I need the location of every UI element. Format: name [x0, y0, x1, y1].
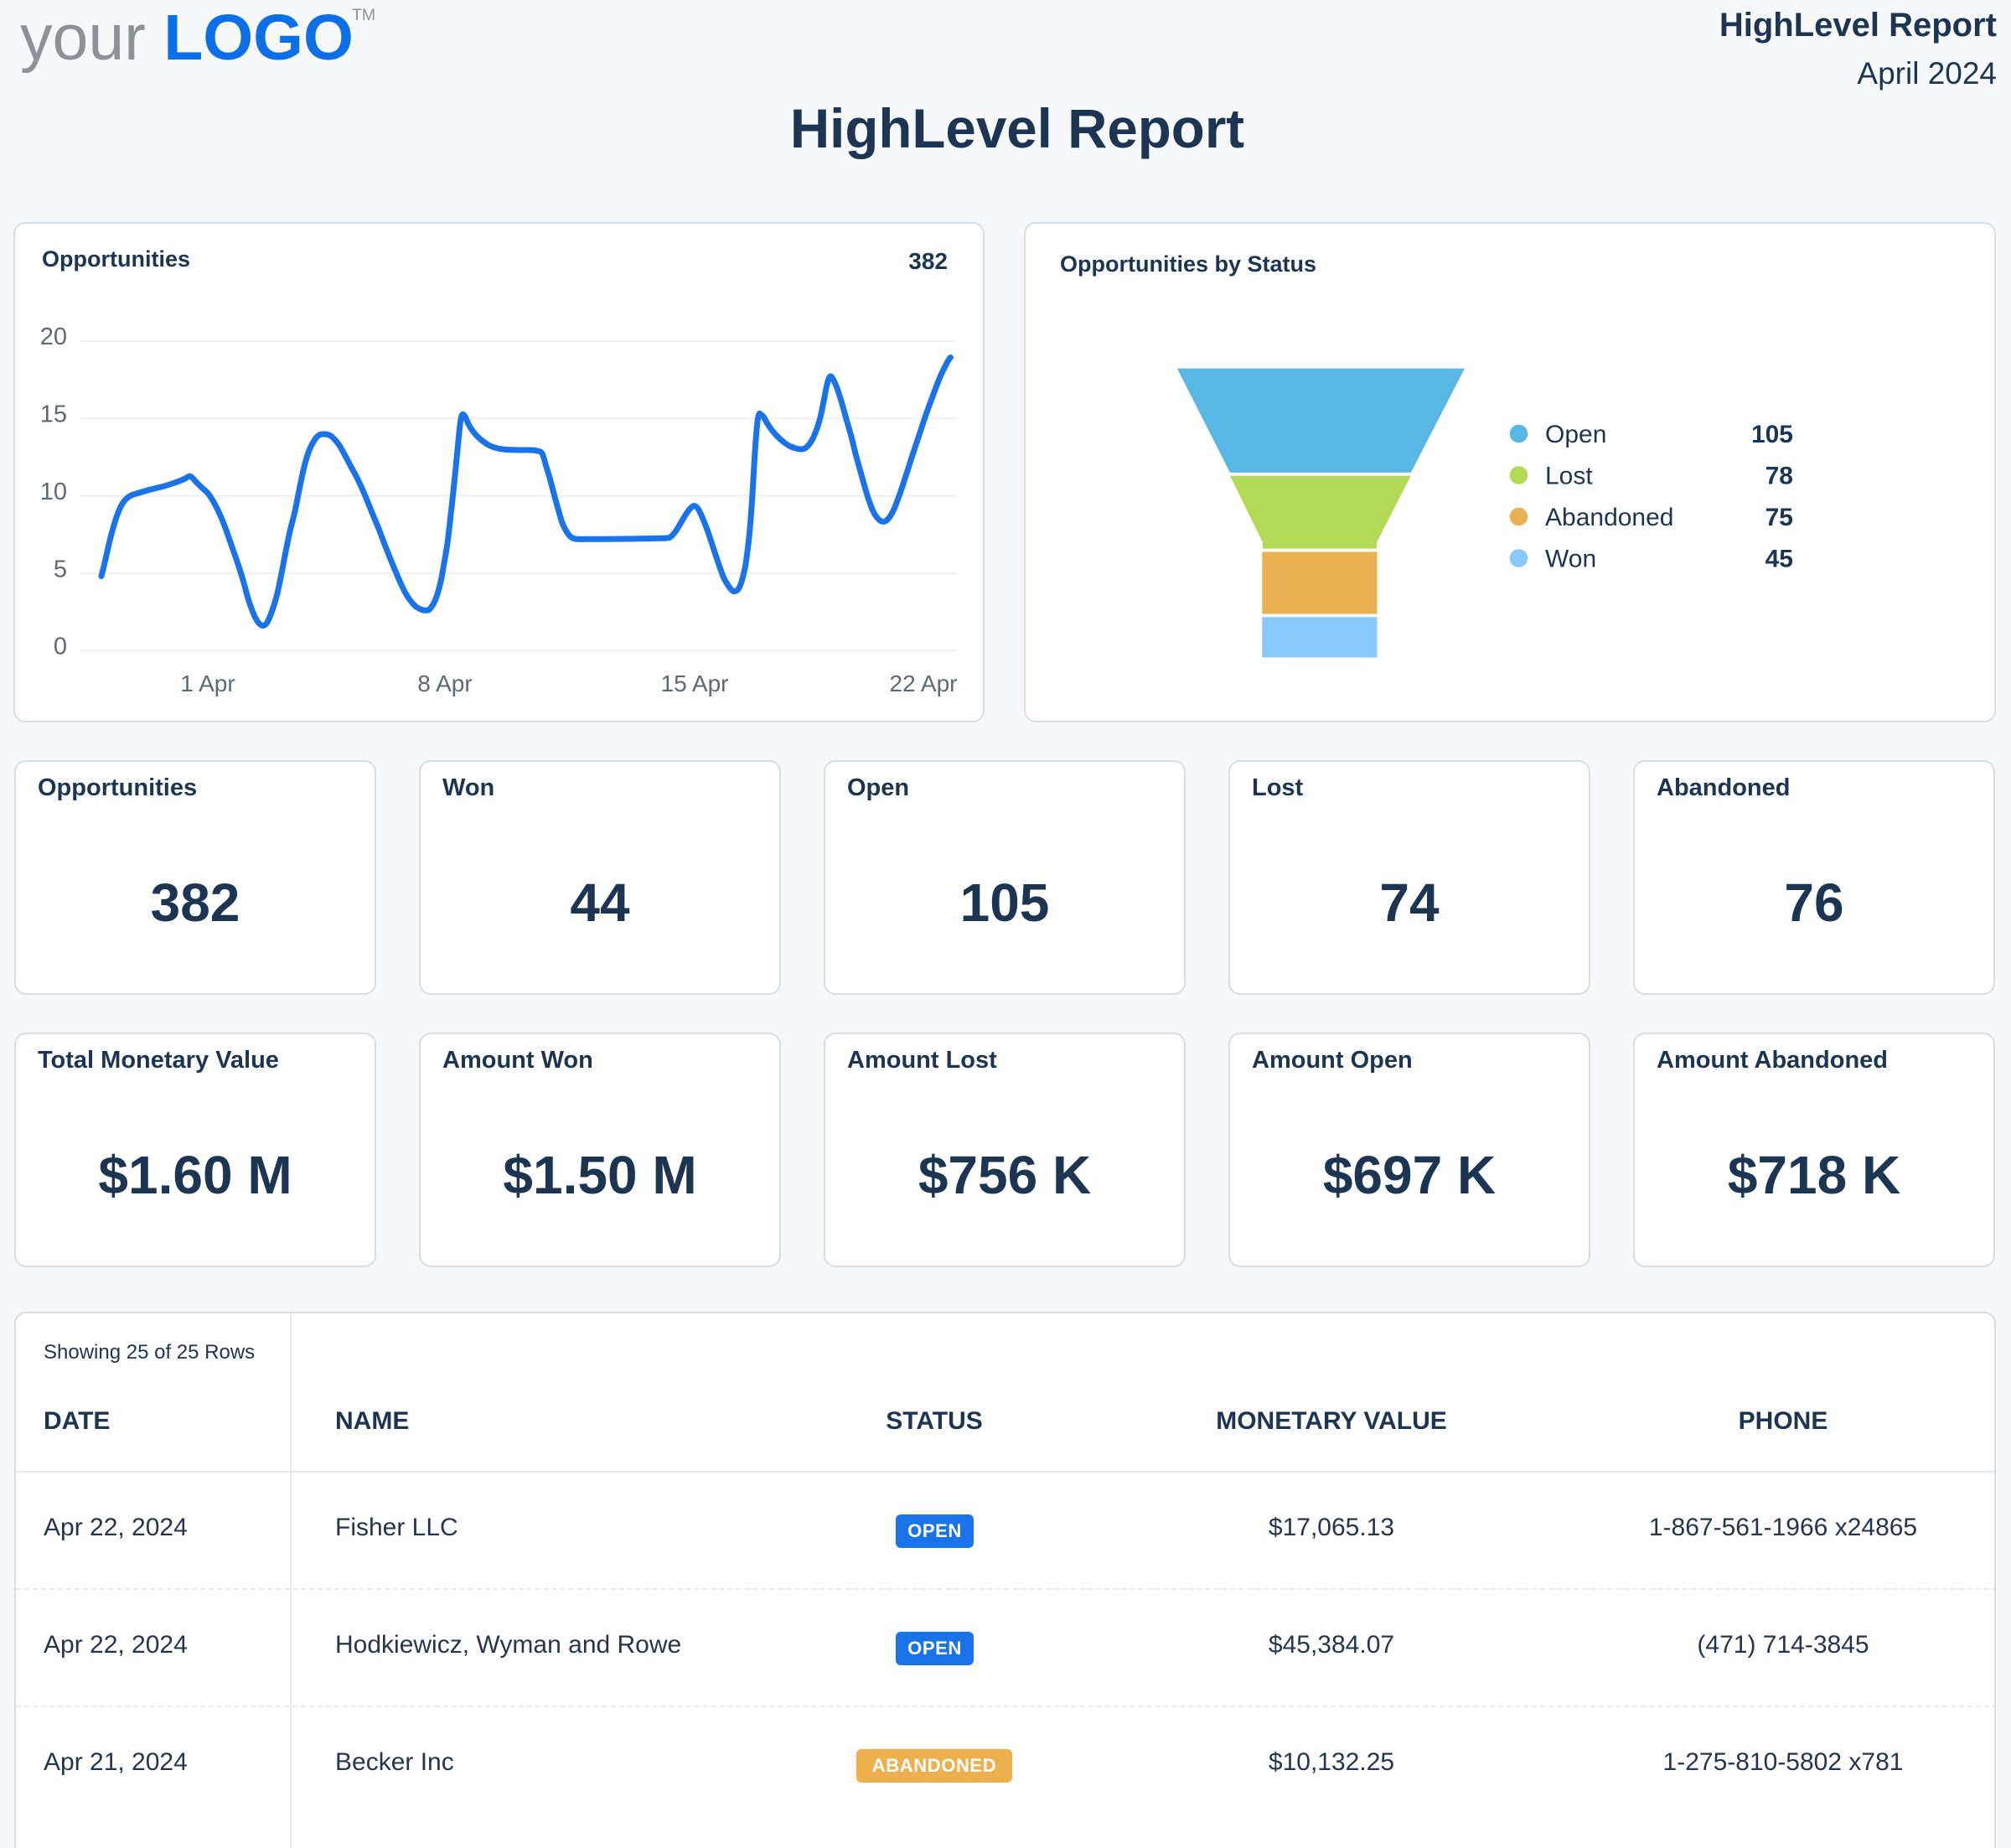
- svg-text:5: 5: [54, 556, 67, 582]
- svg-text:10: 10: [40, 479, 67, 505]
- svg-text:Abandoned: Abandoned: [1545, 504, 1674, 531]
- svg-text:20: 20: [40, 324, 67, 350]
- svg-text:15 Apr: 15 Apr: [661, 670, 729, 696]
- svg-text:Open: Open: [1545, 421, 1606, 448]
- svg-text:15: 15: [40, 401, 67, 428]
- svg-text:105: 105: [1751, 421, 1793, 448]
- svg-text:0: 0: [54, 634, 67, 660]
- svg-text:1 Apr: 1 Apr: [180, 670, 235, 696]
- svg-text:78: 78: [1765, 463, 1793, 490]
- svg-text:22 Apr: 22 Apr: [890, 670, 958, 696]
- svg-text:8 Apr: 8 Apr: [417, 670, 472, 696]
- svg-text:45: 45: [1765, 546, 1793, 573]
- svg-text:75: 75: [1765, 504, 1793, 531]
- svg-text:Won: Won: [1545, 546, 1596, 573]
- svg-text:Lost: Lost: [1545, 463, 1593, 490]
